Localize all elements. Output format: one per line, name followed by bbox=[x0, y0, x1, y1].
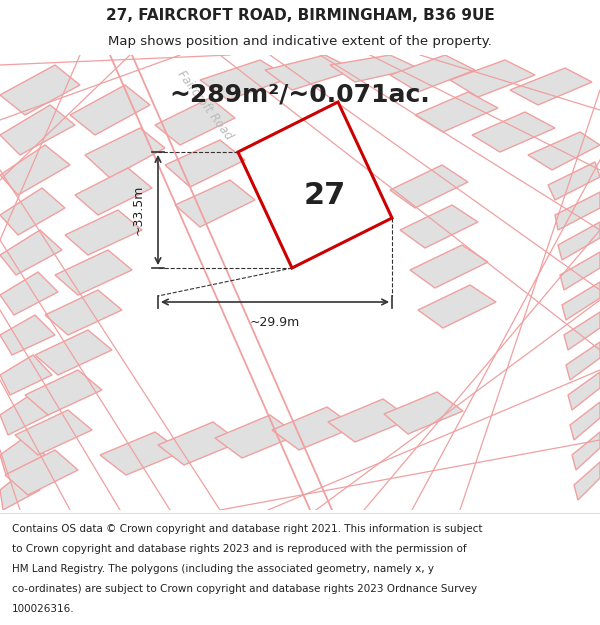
Polygon shape bbox=[5, 450, 78, 495]
Polygon shape bbox=[415, 92, 498, 132]
Polygon shape bbox=[25, 370, 102, 415]
Polygon shape bbox=[35, 330, 112, 375]
Polygon shape bbox=[272, 407, 355, 450]
Polygon shape bbox=[45, 290, 122, 335]
Polygon shape bbox=[75, 168, 152, 215]
Polygon shape bbox=[0, 355, 52, 395]
Polygon shape bbox=[155, 98, 235, 145]
Polygon shape bbox=[65, 210, 142, 255]
Polygon shape bbox=[200, 60, 290, 100]
Polygon shape bbox=[472, 112, 555, 152]
Text: ~289m²/~0.071ac.: ~289m²/~0.071ac. bbox=[170, 83, 430, 107]
Polygon shape bbox=[528, 132, 600, 170]
Polygon shape bbox=[548, 162, 600, 200]
Polygon shape bbox=[0, 145, 70, 195]
Polygon shape bbox=[100, 432, 182, 475]
Text: 100026316.: 100026316. bbox=[12, 604, 74, 614]
Polygon shape bbox=[55, 250, 132, 295]
Text: HM Land Registry. The polygons (including the associated geometry, namely x, y: HM Land Registry. The polygons (includin… bbox=[12, 564, 434, 574]
Polygon shape bbox=[158, 422, 240, 465]
Polygon shape bbox=[566, 342, 600, 380]
Polygon shape bbox=[510, 68, 592, 105]
Polygon shape bbox=[215, 415, 298, 458]
Polygon shape bbox=[0, 272, 58, 315]
Polygon shape bbox=[165, 140, 245, 187]
Polygon shape bbox=[0, 395, 48, 435]
Polygon shape bbox=[384, 392, 463, 434]
Polygon shape bbox=[558, 222, 600, 260]
Text: 27, FAIRCROFT ROAD, BIRMINGHAM, B36 9UE: 27, FAIRCROFT ROAD, BIRMINGHAM, B36 9UE bbox=[106, 8, 494, 23]
Text: 27: 27 bbox=[304, 181, 346, 209]
Polygon shape bbox=[0, 435, 45, 475]
Polygon shape bbox=[15, 410, 92, 455]
Polygon shape bbox=[0, 470, 40, 510]
Polygon shape bbox=[574, 462, 600, 500]
Polygon shape bbox=[330, 55, 418, 82]
Polygon shape bbox=[410, 245, 488, 288]
Text: Faircroft Road: Faircroft Road bbox=[175, 68, 235, 142]
Polygon shape bbox=[450, 60, 535, 97]
Text: Map shows position and indicative extent of the property.: Map shows position and indicative extent… bbox=[108, 35, 492, 48]
Text: ~33.5m: ~33.5m bbox=[131, 185, 145, 235]
Polygon shape bbox=[562, 282, 600, 320]
Polygon shape bbox=[265, 55, 355, 90]
Polygon shape bbox=[0, 105, 75, 155]
Polygon shape bbox=[0, 65, 80, 115]
Polygon shape bbox=[400, 205, 478, 248]
Polygon shape bbox=[0, 188, 65, 235]
Text: Contains OS data © Crown copyright and database right 2021. This information is : Contains OS data © Crown copyright and d… bbox=[12, 524, 482, 534]
Polygon shape bbox=[564, 312, 600, 350]
Polygon shape bbox=[568, 372, 600, 410]
Polygon shape bbox=[555, 192, 600, 230]
Polygon shape bbox=[570, 402, 600, 440]
Text: to Crown copyright and database rights 2023 and is reproduced with the permissio: to Crown copyright and database rights 2… bbox=[12, 544, 467, 554]
Polygon shape bbox=[560, 252, 600, 290]
Polygon shape bbox=[175, 180, 255, 227]
Text: ~29.9m: ~29.9m bbox=[250, 316, 300, 329]
Polygon shape bbox=[390, 165, 468, 208]
Polygon shape bbox=[0, 315, 55, 355]
Polygon shape bbox=[0, 230, 62, 275]
Polygon shape bbox=[85, 128, 165, 178]
Polygon shape bbox=[70, 85, 150, 135]
Polygon shape bbox=[390, 55, 475, 92]
Polygon shape bbox=[418, 285, 496, 328]
Polygon shape bbox=[572, 432, 600, 470]
Text: co-ordinates) are subject to Crown copyright and database rights 2023 Ordnance S: co-ordinates) are subject to Crown copyr… bbox=[12, 584, 477, 594]
Polygon shape bbox=[328, 399, 411, 442]
